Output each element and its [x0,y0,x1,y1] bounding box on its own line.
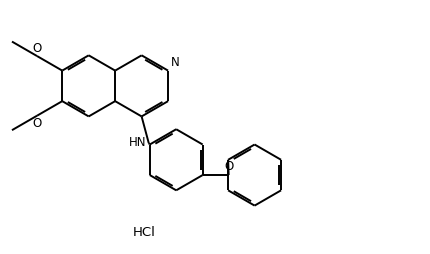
Text: O: O [224,160,233,173]
Text: HCl: HCl [133,226,156,239]
Text: O: O [33,42,42,55]
Text: O: O [33,117,42,130]
Text: HN: HN [129,136,146,150]
Text: N: N [170,56,179,69]
